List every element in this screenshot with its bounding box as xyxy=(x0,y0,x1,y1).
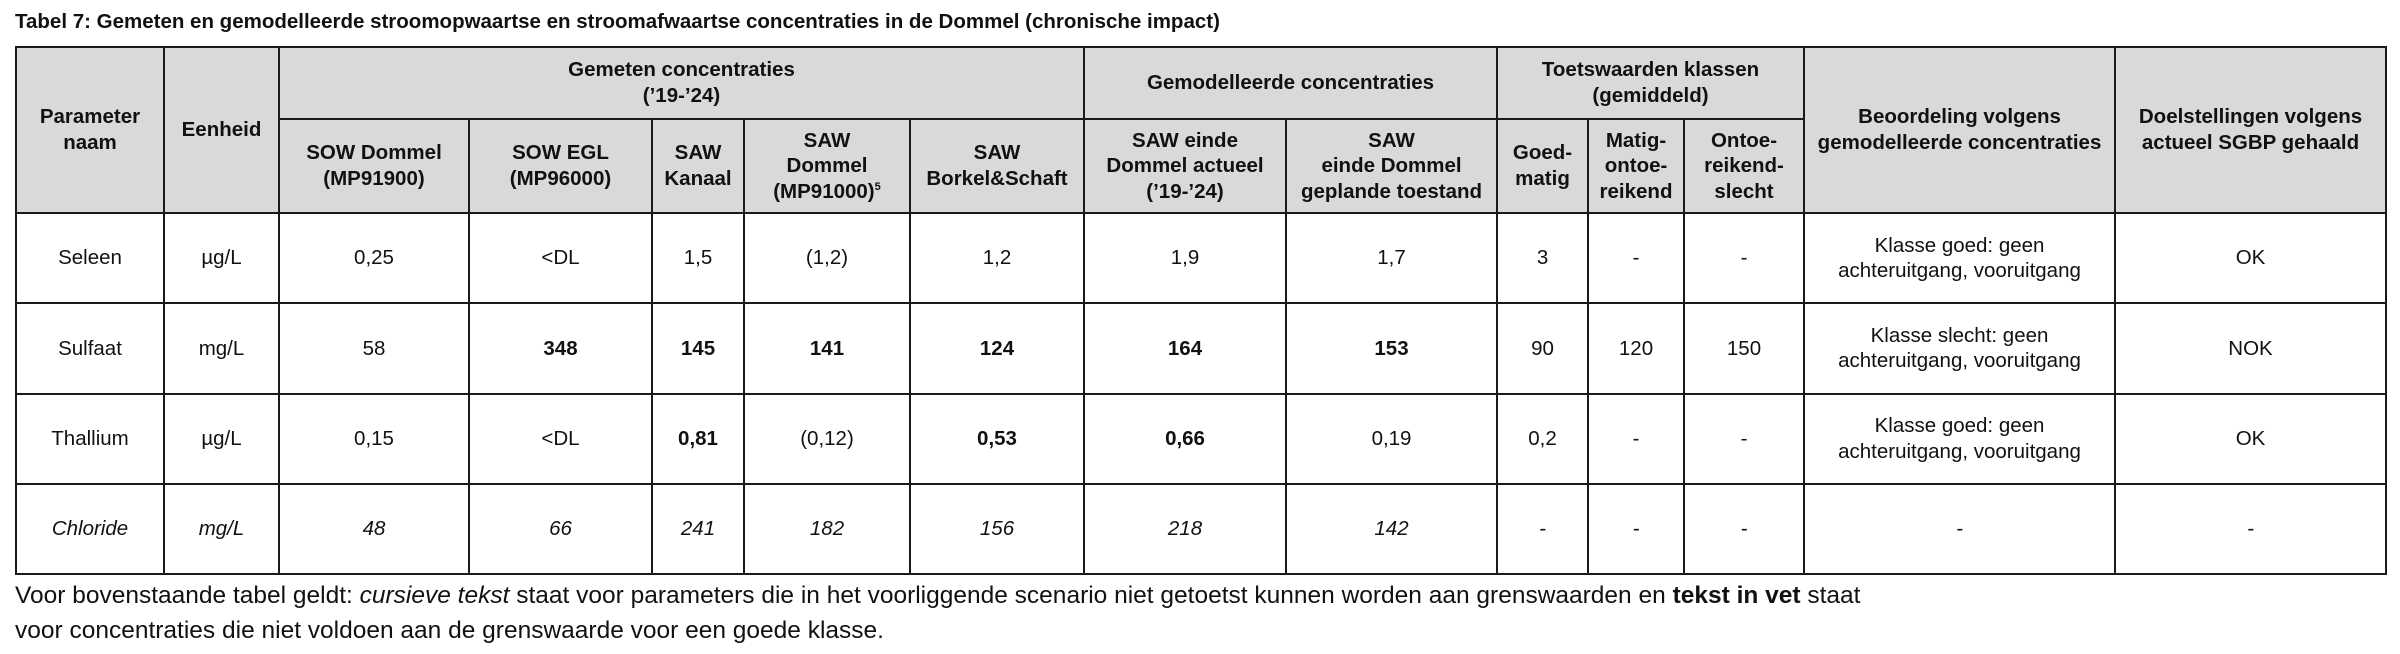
cell-sow-dommel: 48 xyxy=(278,482,470,576)
cell-mod-gepland: 142 xyxy=(1285,482,1499,576)
table-caption: Tabel 7: Gemeten en gemodelleerde stroom… xyxy=(15,10,1220,33)
cell-saw-borkel: 0,53 xyxy=(908,392,1086,485)
cell-beoordeling: - xyxy=(1803,482,2117,576)
cell-sow-dommel: 0,25 xyxy=(278,211,470,305)
cell-sow-egl: <DL xyxy=(468,392,653,485)
cell-beoordeling: Klasse slecht: geen achteruitgang, voorui… xyxy=(1803,302,2117,395)
header-toets-label: Toetswaarden klassen xyxy=(1541,58,1760,82)
cell-doel: - xyxy=(2114,482,2388,576)
cell-ontoe: - xyxy=(1683,211,1806,305)
cell-doel: OK xyxy=(2114,211,2388,305)
header-gemeten-period: (’19-’24) xyxy=(642,84,721,107)
header-goedmatig: Goed-matig xyxy=(1496,118,1590,214)
header-matig-ontoereikend: Matig-ontoe-reikend xyxy=(1587,118,1686,214)
header-gemodelleerd-group: Gemodelleerde concentraties xyxy=(1083,46,1499,120)
cell-saw-dommel: 182 xyxy=(743,482,911,576)
note-line-2: voor concentraties die niet voldoen aan … xyxy=(15,617,884,644)
cell-matig: 120 xyxy=(1587,302,1686,395)
cell-saw-borkel: 1,2 xyxy=(908,211,1086,305)
header-sow-egl: SOW EGL (MP96000) xyxy=(468,118,653,214)
header-saw-borkel: SAW Borkel&Schaft xyxy=(908,118,1086,214)
table-row-seleen: Seleen µg/L 0,25 <DL 1,5 (1,2) 1,2 1,9 1… xyxy=(15,211,2388,305)
cell-unit: mg/L xyxy=(163,302,280,395)
cell-unit: µg/L xyxy=(163,211,280,305)
concentration-table: Parameter naam Eenheid Gemeten concentra… xyxy=(15,46,2388,576)
cell-ontoe: - xyxy=(1683,482,1806,576)
cell-mod-gepland: 153 xyxy=(1285,302,1499,395)
cell-ontoe: 150 xyxy=(1683,302,1806,395)
header-beoordeling: Beoordeling volgens gemodelleerde concen… xyxy=(1803,46,2117,214)
cell-param: Seleen xyxy=(15,211,165,305)
cell-matig: - xyxy=(1587,392,1686,485)
cell-goedmatig: 0,2 xyxy=(1496,392,1590,485)
cell-goedmatig: - xyxy=(1496,482,1590,576)
cell-saw-kanaal: 1,5 xyxy=(651,211,745,305)
note-line-1: Voor bovenstaande tabel geldt: cursieve … xyxy=(15,582,1861,609)
header-toets-group: Toetswaarden klassen (gemiddeld) xyxy=(1496,46,1806,120)
cell-goedmatig: 3 xyxy=(1496,211,1590,305)
header-sow-dommel: SOW Dommel (MP91900) xyxy=(278,118,470,214)
header-gemeten-group: Gemeten concentraties (’19-’24) xyxy=(277,46,1086,120)
cell-param: Thallium xyxy=(15,392,165,485)
cell-doel: NOK xyxy=(2114,302,2388,395)
header-mod-actueel: SAW einde Dommel actueel (’19-’24) xyxy=(1083,118,1288,214)
cell-beoordeling: Klasse goed: geen achteruitgang, vooruitg… xyxy=(1803,211,2117,305)
cell-doel: OK xyxy=(2114,392,2388,485)
table-note: Voor bovenstaande tabel geldt: cursieve … xyxy=(15,578,2385,648)
cell-unit: µg/L xyxy=(163,392,280,485)
cell-saw-kanaal: 145 xyxy=(651,302,745,395)
cell-saw-dommel: (0,12) xyxy=(743,392,911,485)
cell-unit: mg/L xyxy=(163,482,280,576)
cell-mod-actueel: 1,9 xyxy=(1083,211,1288,305)
cell-mod-actueel: 218 xyxy=(1083,482,1288,576)
header-doelstellingen: Doelstellingen volgens actueel SGBP geha… xyxy=(2114,46,2388,214)
cell-beoordeling: Klasse goed: geen achteruitgang, vooruitg… xyxy=(1803,392,2117,485)
cell-param: Chloride xyxy=(15,482,165,576)
cell-sow-dommel: 0,15 xyxy=(278,392,470,485)
header-saw-dommel: SAW Dommel (MP91000)5 xyxy=(743,118,911,214)
header-parameter-naam: Parameter naam xyxy=(15,46,165,214)
cell-mod-actueel: 0,66 xyxy=(1083,392,1288,485)
cell-saw-dommel: (1,2) xyxy=(743,211,911,305)
cell-sow-dommel: 58 xyxy=(278,302,470,395)
header-toets-sub: (gemiddeld) xyxy=(1592,84,1709,107)
cell-mod-gepland: 1,7 xyxy=(1285,211,1499,305)
cell-saw-dommel: 141 xyxy=(743,302,911,395)
cell-ontoe: - xyxy=(1683,392,1806,485)
cell-saw-borkel: 124 xyxy=(908,302,1086,395)
cell-matig: - xyxy=(1587,211,1686,305)
cell-mod-gepland: 0,19 xyxy=(1285,392,1499,485)
cell-goedmatig: 90 xyxy=(1496,302,1590,395)
cell-sow-egl: <DL xyxy=(468,211,653,305)
header-gemeten-label: Gemeten concentraties xyxy=(568,58,795,82)
footnote-marker: 5 xyxy=(874,180,881,193)
header-saw-kanaal: SAW Kanaal xyxy=(651,118,745,214)
table-row-thallium: Thallium µg/L 0,15 <DL 0,81 (0,12) 0,53 … xyxy=(15,392,2388,485)
cell-sow-egl: 348 xyxy=(468,302,653,395)
cell-saw-kanaal: 0,81 xyxy=(651,392,745,485)
table-row-sulfaat: Sulfaat mg/L 58 348 145 141 124 164 153 … xyxy=(15,302,2388,395)
header-eenheid: Eenheid xyxy=(163,46,280,214)
cell-sow-egl: 66 xyxy=(468,482,653,576)
cell-mod-actueel: 164 xyxy=(1083,302,1288,395)
cell-saw-borkel: 156 xyxy=(908,482,1086,576)
table-row-chloride: Chloride mg/L 48 66 241 182 156 218 142 … xyxy=(15,482,2388,576)
cell-param: Sulfaat xyxy=(15,302,165,395)
header-mod-gepland: SAW einde Dommel geplande toestand xyxy=(1285,118,1499,214)
note-italic-example: cursieve tekst xyxy=(359,582,510,609)
note-bold-example: tekst in vet xyxy=(1672,582,1801,609)
cell-saw-kanaal: 241 xyxy=(651,482,745,576)
header-ontoereikend-slecht: Ontoe-reikend-slecht xyxy=(1683,118,1806,214)
cell-matig: - xyxy=(1587,482,1686,576)
